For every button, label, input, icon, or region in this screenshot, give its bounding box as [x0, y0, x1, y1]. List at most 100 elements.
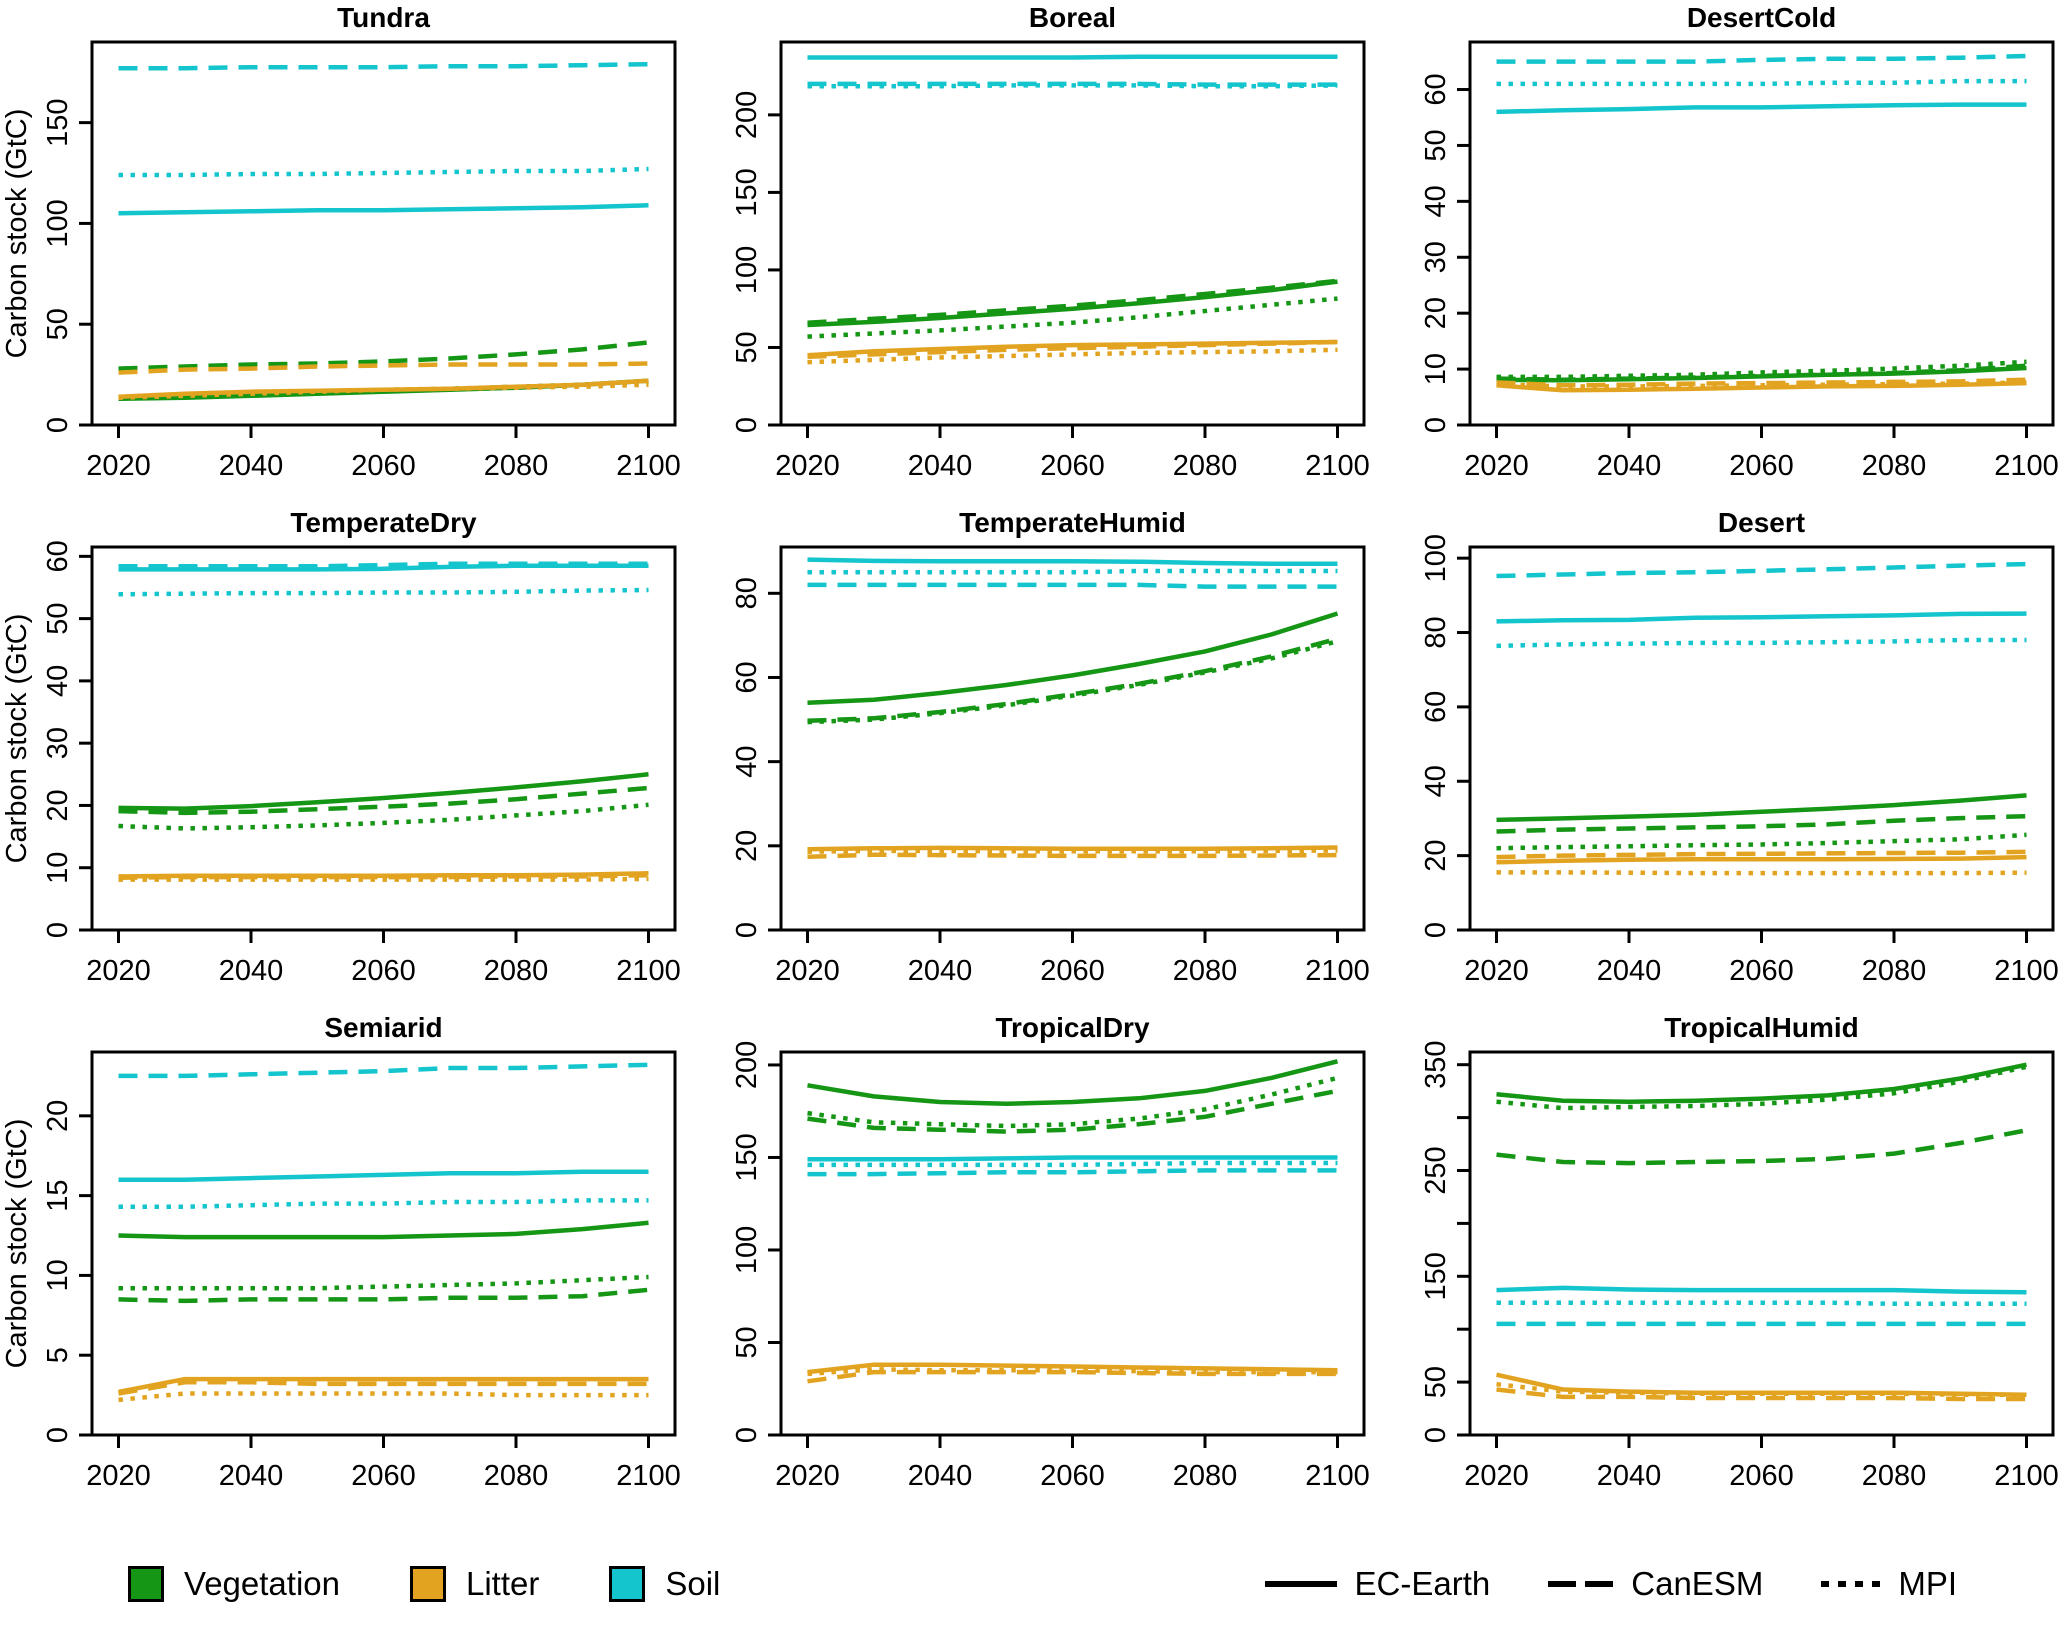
- y-tick-label: 10: [42, 852, 74, 884]
- chart-tropicalhumid: 2020 2040 2060 2080 2100 0 50 150 250 350 Tropical…: [1420, 1012, 2059, 1492]
- x-tick-label: 2020: [775, 955, 840, 987]
- y-tick-label: 20: [1420, 297, 1452, 329]
- series-vegetation-mpi: [807, 296, 1338, 339]
- y-tick-label: 50: [42, 308, 74, 340]
- legend-item-mpi: MPI: [1821, 1565, 1957, 1603]
- x-tick-label: 2020: [86, 955, 151, 987]
- x-tick-label: 2100: [616, 955, 681, 987]
- series-soil-mpi: [1496, 1300, 2027, 1307]
- series-litter-mpi: [807, 1367, 1338, 1377]
- x-tick-label: 2080: [1862, 450, 1927, 482]
- panel-title: TropicalHumid: [1664, 1012, 1858, 1043]
- legend-label-litter: Litter: [465, 1564, 540, 1602]
- series-litter-mpi: [807, 848, 1338, 854]
- chart-tundra: 2020 2040 2060 2080 2100 0 50 100 150 Carbon stoc…: [1, 2, 681, 482]
- panel-temperatedry: 2020 2040 2060 2080 2100 0 10 20 30 40 50 60 Carbon …: [0, 505, 689, 1010]
- series-vegetation-ec-earth: [807, 1059, 1339, 1107]
- series-vegetation-canesm: [807, 278, 1338, 325]
- x-tick-label: 2100: [616, 450, 681, 482]
- legend-label-vegetation: Vegetation: [184, 1564, 340, 1602]
- x-tick-label: 2040: [1597, 1460, 1662, 1492]
- x-tick-label: 2020: [1464, 955, 1529, 987]
- x-tick-label: 2080: [484, 1460, 549, 1492]
- y-tick-label: 60: [1420, 73, 1452, 105]
- x-tick-label: 2060: [351, 450, 416, 482]
- series-litter-ec-earth: [807, 1362, 1338, 1375]
- series-soil-canesm: [1496, 53, 2027, 64]
- x-tick-label: 2040: [219, 1460, 284, 1492]
- series-soil-ec-earth: [118, 1169, 649, 1182]
- y-tick-label: 150: [731, 1133, 763, 1181]
- y-tick-label: 0: [731, 417, 763, 433]
- x-tick-label: 2080: [1862, 1460, 1927, 1492]
- series-litter-ec-earth: [118, 1376, 649, 1395]
- panel-title: TemperateHumid: [959, 507, 1186, 538]
- y-tick-label: 50: [731, 1326, 763, 1358]
- y-tick-label: 50: [1420, 1366, 1452, 1398]
- x-tick-label: 2080: [1173, 450, 1238, 482]
- series-vegetation-ec-earth: [1496, 793, 2027, 823]
- series-soil-ec-earth: [1496, 611, 2027, 624]
- series-soil-canesm: [807, 1168, 1338, 1177]
- x-tick-label: 2060: [1729, 1460, 1794, 1492]
- y-tick-label: 80: [1420, 616, 1452, 648]
- x-tick-label: 2100: [1305, 1460, 1370, 1492]
- panels-grid: 2020 2040 2060 2080 2100 0 50 100 150 Carbon stoc…: [0, 2, 2067, 1515]
- series-soil-canesm: [118, 1062, 649, 1079]
- y-tick-label: 0: [1420, 1427, 1452, 1443]
- y-tick-label: 100: [1420, 534, 1452, 582]
- series-vegetation-canesm: [118, 1287, 649, 1304]
- series-soil-mpi: [807, 83, 1338, 89]
- series-vegetation-ec-earth: [1496, 1062, 2027, 1104]
- series-soil-mpi: [118, 587, 649, 597]
- series-vegetation-canesm: [1496, 1128, 2027, 1166]
- x-tick-label: 2060: [351, 955, 416, 987]
- series-litter-mpi: [1496, 870, 2027, 876]
- x-tick-label: 2060: [1729, 955, 1794, 987]
- series-soil-ec-earth: [118, 203, 649, 216]
- series-vegetation-ec-earth: [807, 279, 1338, 328]
- series-soil-mpi: [807, 1160, 1338, 1168]
- y-axis-label: Carbon stock (GtC): [1, 614, 33, 864]
- dotted-line-icon: [1821, 1580, 1881, 1587]
- series-litter-ec-earth: [807, 339, 1338, 358]
- x-tick-label: 2020: [86, 1460, 151, 1492]
- panel-semiarid: 2020 2040 2060 2080 2100 0 5 10 15 20 Carbon stock…: [0, 1010, 689, 1515]
- legend-label-canesm: CanESM: [1631, 1564, 1764, 1602]
- series-litter-ec-earth: [118, 871, 649, 879]
- panel-tropicaldry: 2020 2040 2060 2080 2100 0 50 100 150 200 Tropical…: [689, 1010, 1378, 1515]
- series-litter-canesm: [807, 1369, 1338, 1384]
- x-tick-label: 2020: [775, 450, 840, 482]
- series-soil-mpi: [1496, 78, 2027, 87]
- chart-boreal: 2020 2040 2060 2080 2100 0 50 100 150 200 Boreal: [731, 2, 1370, 482]
- x-tick-label: 2040: [908, 955, 973, 987]
- y-tick-label: 150: [731, 168, 763, 216]
- panel-title: DesertCold: [1687, 2, 1836, 33]
- series-litter-ec-earth: [807, 845, 1338, 852]
- series-vegetation-mpi: [807, 1075, 1339, 1129]
- panel-title: Semiarid: [324, 1012, 442, 1043]
- x-tick-label: 2040: [219, 955, 284, 987]
- x-tick-label: 2100: [616, 1460, 681, 1492]
- x-tick-label: 2040: [1597, 955, 1662, 987]
- series-soil-mpi: [1496, 637, 2027, 649]
- vegetation-swatch-icon: [128, 1565, 164, 1602]
- x-tick-label: 2060: [1040, 955, 1105, 987]
- legend-item-soil: Soil: [609, 1565, 720, 1603]
- chart-desertcold: 2020 2040 2060 2080 2100 0 10 20 30 40 50 60 DesertC…: [1420, 2, 2059, 482]
- y-tick-label: 5: [42, 1347, 74, 1363]
- panel-title: TemperateDry: [290, 507, 477, 538]
- x-tick-label: 2080: [484, 450, 549, 482]
- legend-item-litter: Litter: [409, 1564, 540, 1603]
- x-tick-label: 2100: [1305, 450, 1370, 482]
- y-tick-label: 60: [1420, 691, 1452, 723]
- x-tick-label: 2020: [86, 450, 151, 482]
- panel-desert: 2020 2040 2060 2080 2100 0 20 40 60 80 100 Desert: [1378, 505, 2067, 1010]
- series-litter-mpi: [1496, 380, 2027, 389]
- y-tick-label: 150: [42, 98, 74, 146]
- series-litter-mpi: [1496, 1381, 2027, 1398]
- legend-item-canesm: CanESM: [1548, 1565, 1763, 1603]
- model-legend: EC-Earth CanESM MPI: [1264, 1565, 1957, 1603]
- legend-row: Vegetation Litter Soil EC-Earth CanESM: [0, 1515, 2067, 1652]
